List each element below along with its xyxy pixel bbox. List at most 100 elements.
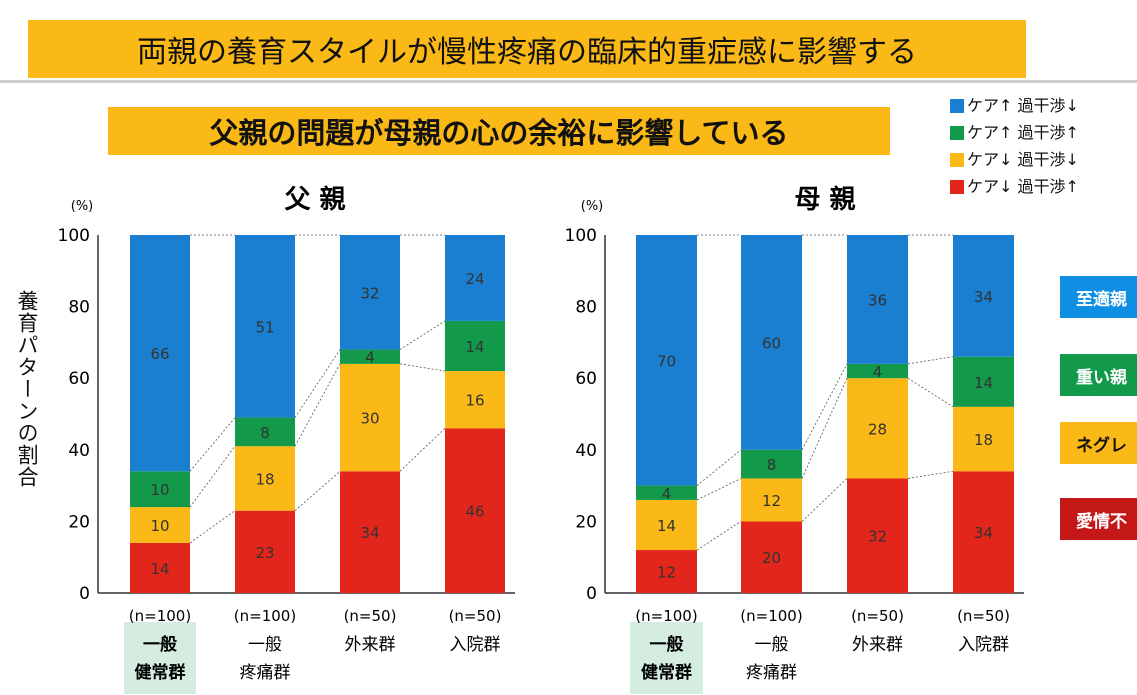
bar-value-label: 34 xyxy=(974,288,993,306)
bar-value-label: 23 xyxy=(255,544,274,562)
y-tick-label: 0 xyxy=(586,584,597,604)
bar-value-label: 30 xyxy=(360,410,379,428)
tag-neglect: ネグレ xyxy=(1060,422,1137,464)
category-label: 疼痛群 xyxy=(240,663,291,683)
bar-segment xyxy=(130,471,190,508)
y-tick-label: 100 xyxy=(58,226,90,246)
connector-line xyxy=(696,478,742,501)
bar-segment xyxy=(445,371,505,429)
n-label: (n=100) xyxy=(234,607,296,625)
n-label: (n=50) xyxy=(344,607,397,625)
category-label: 健常群 xyxy=(641,662,692,683)
bar-segment xyxy=(235,235,295,418)
tag-optimal-parent: 至適親 xyxy=(1060,276,1137,318)
bar-value-label: 24 xyxy=(465,270,484,288)
category-label: 入院群 xyxy=(450,635,501,655)
connector-line xyxy=(189,510,236,544)
connector-line xyxy=(907,356,954,365)
n-label: (n=100) xyxy=(129,607,191,625)
bar-segment xyxy=(953,406,1014,472)
n-label: (n=50) xyxy=(449,607,502,625)
n-label: (n=50) xyxy=(957,607,1010,625)
n-label: (n=50) xyxy=(851,607,904,625)
n-label: (n=100) xyxy=(635,607,697,625)
bar-segment xyxy=(130,507,190,543)
bar-value-label: 51 xyxy=(255,318,274,336)
bar-segment xyxy=(741,235,802,450)
bar-segment xyxy=(235,417,295,447)
bar-value-label: 12 xyxy=(762,492,781,510)
category-label: 疼痛群 xyxy=(746,663,797,683)
y-tick-label: 0 xyxy=(79,584,90,604)
bar-value-label: 10 xyxy=(150,481,169,499)
y-tick-label: 40 xyxy=(68,441,90,461)
bar-value-label: 18 xyxy=(255,470,274,488)
bar-value-label: 70 xyxy=(657,352,676,370)
legend-label: ケア↑ 過干渉↓ xyxy=(967,96,1079,115)
n-label: (n=100) xyxy=(740,607,802,625)
bar-segment xyxy=(130,542,190,593)
y-tick-label: 40 xyxy=(575,441,597,461)
y-unit-label: (%) xyxy=(581,199,604,214)
bar-segment xyxy=(847,235,908,364)
category-label: 一般 xyxy=(650,634,684,655)
bar-segment xyxy=(445,320,505,372)
legend-label: ケア↓ 過干渉↓ xyxy=(967,150,1079,169)
bar-segment xyxy=(340,363,400,472)
bar-segment xyxy=(340,471,400,593)
legend-item: ケア↓ 過干渉↑ xyxy=(950,173,1079,200)
connector-line xyxy=(801,378,848,479)
legend-swatch xyxy=(950,152,964,167)
bar-segment xyxy=(953,356,1014,407)
bar-value-label: 4 xyxy=(873,363,883,381)
bar-value-label: 20 xyxy=(762,549,781,567)
bar-segment xyxy=(445,428,505,593)
bar-segment xyxy=(741,521,802,593)
legend-item: ケア↑ 過干渉↓ xyxy=(950,92,1079,119)
category-label: 外来群 xyxy=(852,635,903,655)
y-tick-label: 80 xyxy=(68,298,90,318)
bar-value-label: 4 xyxy=(365,349,375,367)
highlight-box xyxy=(630,622,703,694)
tag-affectionless: 愛情不 xyxy=(1060,498,1137,540)
bar-value-label: 28 xyxy=(868,420,887,438)
y-tick-label: 20 xyxy=(68,512,90,532)
connector-line xyxy=(294,470,341,511)
bar-segment xyxy=(847,363,908,379)
bar-value-label: 16 xyxy=(465,392,484,410)
y-tick-label: 60 xyxy=(575,369,597,389)
bar-value-label: 14 xyxy=(150,560,169,578)
highlight-box xyxy=(124,622,196,694)
bar-value-label: 34 xyxy=(974,524,993,542)
bar-value-label: 18 xyxy=(974,431,993,449)
connector-line xyxy=(696,449,742,486)
bar-value-label: 10 xyxy=(150,517,169,535)
legend-label: ケア↑ 過干渉↑ xyxy=(967,123,1079,142)
bar-value-label: 36 xyxy=(868,291,887,309)
bar-segment xyxy=(636,235,697,486)
bar-value-label: 4 xyxy=(662,485,672,503)
bar-segment xyxy=(741,449,802,479)
bar-segment xyxy=(847,378,908,479)
main-title: 両親の養育スタイルが慢性疼痛の臨床的重症感に影響する xyxy=(28,20,1026,78)
bar-value-label: 34 xyxy=(360,524,379,542)
bar-value-label: 14 xyxy=(657,517,676,535)
bar-segment xyxy=(235,446,295,511)
y-axis-label: 養育パターンの割合 xyxy=(15,290,39,488)
bar-segment xyxy=(340,349,400,364)
connector-line xyxy=(907,377,954,408)
tag-heavy-parent: 重い親 xyxy=(1060,354,1137,396)
legend-item: ケア↑ 過干渉↑ xyxy=(950,119,1079,146)
category-label: 一般 xyxy=(143,634,177,655)
category-label: 外来群 xyxy=(345,635,396,655)
y-tick-label: 20 xyxy=(575,512,597,532)
bar-value-label: 66 xyxy=(150,345,169,363)
legend-swatch xyxy=(950,98,964,113)
bar-value-label: 32 xyxy=(360,284,379,302)
divider xyxy=(0,80,1137,83)
bar-segment xyxy=(340,235,400,350)
connector-line xyxy=(801,363,848,450)
connector-line xyxy=(294,349,341,418)
bar-segment xyxy=(636,499,697,551)
